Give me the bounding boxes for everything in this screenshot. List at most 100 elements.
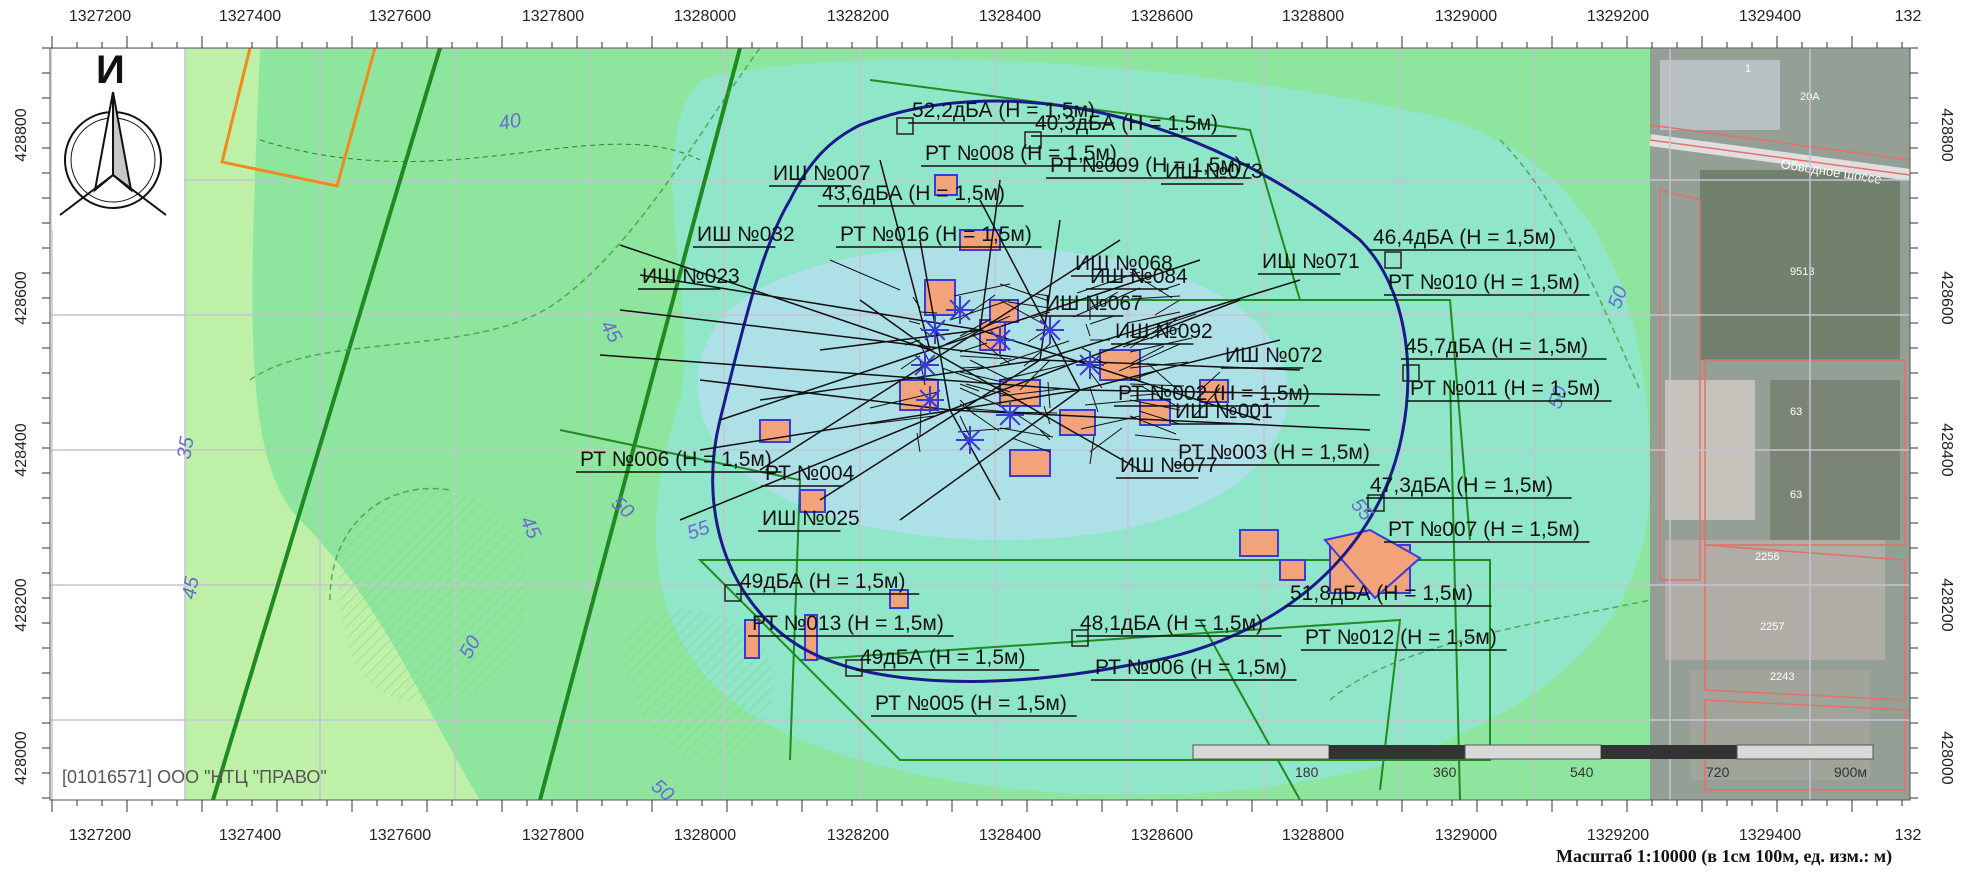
noise-point-label: РТ №012 (Н = 1,5м) xyxy=(1305,626,1497,649)
leader-line xyxy=(1043,405,1051,425)
noise-point-label: РТ №013 (Н = 1,5м) xyxy=(752,612,944,635)
receptor-marker xyxy=(1009,404,1021,416)
noise-point-label: РТ №016 (Н = 1,5м) xyxy=(840,223,1032,246)
leader-line xyxy=(1072,287,1141,318)
x-axis-label-top: 1329000 xyxy=(1435,8,1497,25)
x-axis-label-bottom: 1328600 xyxy=(1131,827,1193,844)
y-axis-label-left: 428000 xyxy=(13,731,30,784)
leader-line xyxy=(919,408,922,437)
leader-line xyxy=(1129,383,1185,387)
x-axis-label-bottom: 1329200 xyxy=(1587,827,1649,844)
leader-line xyxy=(959,366,984,369)
leader-line xyxy=(1031,311,1051,319)
noise-source-area xyxy=(1199,379,1229,403)
x-axis-label-top: 1328600 xyxy=(1131,8,1193,25)
noise-point-label: ИШ №077 xyxy=(1120,454,1218,477)
leader-line xyxy=(879,159,931,351)
receptor-marker xyxy=(1049,319,1061,331)
leader-line xyxy=(1039,429,1051,441)
leader-line xyxy=(1084,399,1141,406)
contour-value-label: 40 xyxy=(497,109,523,135)
noise-source-area xyxy=(934,174,958,196)
noise-point-label: ИШ №023 xyxy=(642,265,740,288)
leader-line xyxy=(999,388,1062,397)
leader-line xyxy=(819,359,1041,501)
leader-line xyxy=(1158,283,1181,292)
receptor-marker xyxy=(924,354,936,366)
noise-point-label: ИШ №001 xyxy=(1175,400,1273,423)
leader-line xyxy=(959,342,988,353)
y-axis-label-left: 428600 xyxy=(13,271,30,324)
leader-line xyxy=(699,389,1081,451)
receptor-point xyxy=(896,117,914,135)
x-axis-label-top: 1327600 xyxy=(369,8,431,25)
x-axis-label-bottom: 1328800 xyxy=(1282,827,1344,844)
contour-value-label: 35 xyxy=(173,434,199,461)
noise-point-label: ИШ №071 xyxy=(1262,250,1360,273)
leader-line xyxy=(999,299,1046,326)
leader-line xyxy=(959,383,980,392)
receptor-marker xyxy=(1089,354,1101,366)
leader-line xyxy=(1089,435,1095,465)
noise-point-label: 49дБА (Н = 1,5м) xyxy=(740,570,906,593)
parcel-number: 2243 xyxy=(1770,671,1794,683)
receptor-marker xyxy=(1079,364,1091,376)
map-area: Обводное шоссе 1 20А 9513 63 63 2256 225… xyxy=(50,48,1910,800)
x-axis-label-top: 1328200 xyxy=(827,8,889,25)
receptor-point xyxy=(1402,364,1420,382)
leader-line xyxy=(979,199,1081,391)
orange-parcel xyxy=(220,48,377,188)
leader-line xyxy=(959,403,1000,432)
leader-line xyxy=(1089,387,1099,413)
leader-line xyxy=(699,379,951,411)
parcel-number: 2256 xyxy=(1755,551,1779,563)
coordinate-axes: 1327200 1327200 1327400 1327400 1327600 13276… xyxy=(13,8,1955,844)
leader-line xyxy=(965,383,1011,397)
noise-point-label: 48,1дБА (Н = 1,5м) xyxy=(1080,612,1263,635)
leader-line xyxy=(1118,343,1181,372)
receptor-marker xyxy=(959,309,971,321)
x-axis-label-top: 1327800 xyxy=(522,8,584,25)
receptor-point xyxy=(1367,494,1385,512)
scale-tick: 360 xyxy=(1433,764,1457,780)
north-arrow: И xyxy=(52,48,184,230)
leader-line xyxy=(639,274,981,331)
noise-point-label: РТ №002 (Н = 1,5м) xyxy=(1118,382,1310,405)
leader-line xyxy=(973,335,1011,365)
leader-line xyxy=(1192,387,1221,418)
y-axis-label-left: 428200 xyxy=(13,578,30,631)
x-axis-label-bottom: 1327200 xyxy=(69,827,131,844)
leader-line xyxy=(1196,371,1221,394)
leader-line xyxy=(1129,393,1157,397)
leader-line xyxy=(1089,355,1107,365)
receptor-point xyxy=(1384,251,1402,269)
hatched-zone-west xyxy=(338,488,528,704)
x-axis-label-bottom: 1327800 xyxy=(522,827,584,844)
receptor-marker xyxy=(969,429,981,441)
noise-source-area xyxy=(1059,409,1096,436)
noise-point-label: РТ №009 (Н = 1,5м) xyxy=(1050,154,1242,177)
leader-line xyxy=(959,387,1004,408)
receptor-marker xyxy=(1009,414,1021,426)
noise-source-area xyxy=(744,619,760,659)
x-axis-label-bottom: 1327600 xyxy=(369,827,431,844)
leader-line xyxy=(1039,279,1301,361)
x-axis-label-top: 1328800 xyxy=(1282,8,1344,25)
leader-line xyxy=(1035,293,1051,297)
scale-tick: 180 xyxy=(1295,764,1319,780)
noise-point-label: РТ №008 (Н = 1,5м) xyxy=(925,142,1117,165)
x-axis-label-bottom: 1329000 xyxy=(1435,827,1497,844)
leader-line xyxy=(1129,361,1189,369)
leader-line xyxy=(899,389,1081,521)
leader-line xyxy=(959,399,976,416)
receptor-marker xyxy=(924,319,936,331)
sanitary-zone-boundary xyxy=(711,99,1410,683)
y-axis-label-right: 428600 xyxy=(1938,271,1955,324)
receptor-point xyxy=(724,584,742,602)
noise-point-label: 45,7дБА (Н = 1,5м) xyxy=(1405,335,1588,358)
leader-line xyxy=(1130,295,1181,300)
x-axis-label-bottom: 1328000 xyxy=(674,827,736,844)
leader-line xyxy=(829,259,901,291)
